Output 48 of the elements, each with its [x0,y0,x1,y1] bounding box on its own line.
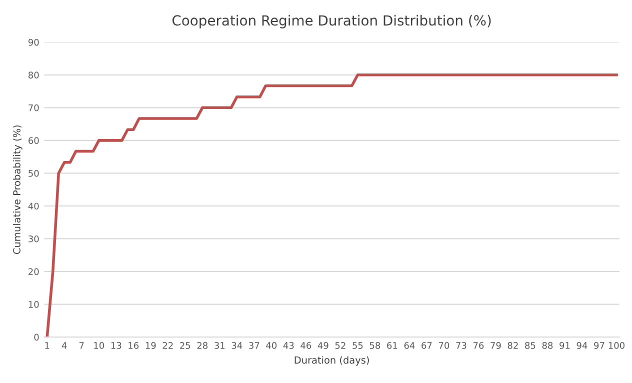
x-tick-label: 16 [128,342,139,349]
y-tick-label: 60 [28,137,39,144]
x-tick-label: 37 [249,342,260,349]
x-tick-label: 22 [162,342,173,349]
x-tick-label: 82 [508,342,518,349]
x-tick-label: 13 [111,342,122,349]
y-tick-label: 90 [28,38,39,46]
y-axis-title: Cumulative Probability (%) [12,125,22,254]
x-tick-label: 7 [79,342,84,349]
x-tick-label: 76 [473,342,484,349]
x-tick-label: 46 [300,342,312,349]
y-tick-label: 10 [28,301,39,308]
y-tick-label: 20 [28,268,39,276]
x-tick-label: 88 [542,342,553,349]
x-tick-label: 97 [594,342,604,349]
line-series [46,74,618,338]
y-tick-label: 80 [28,72,39,78]
x-tick-label: 73 [456,342,466,349]
y-tick-label: 0 [34,334,39,341]
x-axis-title: Duration (days) [294,356,369,366]
x-tick-label: 67 [422,342,432,349]
x-tick-label: 94 [576,342,588,349]
x-tick-label: 1 [45,342,50,349]
y-tick-label: 30 [28,235,39,242]
x-tick-label: 34 [232,342,242,349]
y-tick-label: 40 [28,202,39,210]
x-tick-label: 10 [94,342,104,349]
x-tick-label: 79 [490,342,501,349]
x-tick-label: 85 [525,342,536,349]
x-tick-label: 4 [62,342,67,349]
y-tick-label: 70 [28,104,39,112]
x-tick-label: 55 [352,342,363,349]
x-tick-label: 25 [180,342,190,349]
chart-title: Cooperation Regime Duration Distribution (%) [172,14,491,28]
x-tick-label: 28 [197,342,208,349]
x-tick-label: 43 [283,342,294,349]
x-tick-label: 31 [214,342,225,349]
x-tick-label: 70 [438,342,450,349]
x-tick-label: 61 [387,342,398,349]
x-tick-label: 91 [560,342,570,349]
x-tick-label: 49 [318,342,328,349]
x-tick-label: 64 [404,342,415,349]
x-tick-label: 52 [335,342,346,349]
x-tick-label: 58 [370,342,380,349]
x-tick-label: 19 [146,342,156,349]
x-tick-label: 100 [608,342,624,349]
y-tick-label: 50 [28,170,39,177]
x-tick-label: 40 [266,342,277,349]
